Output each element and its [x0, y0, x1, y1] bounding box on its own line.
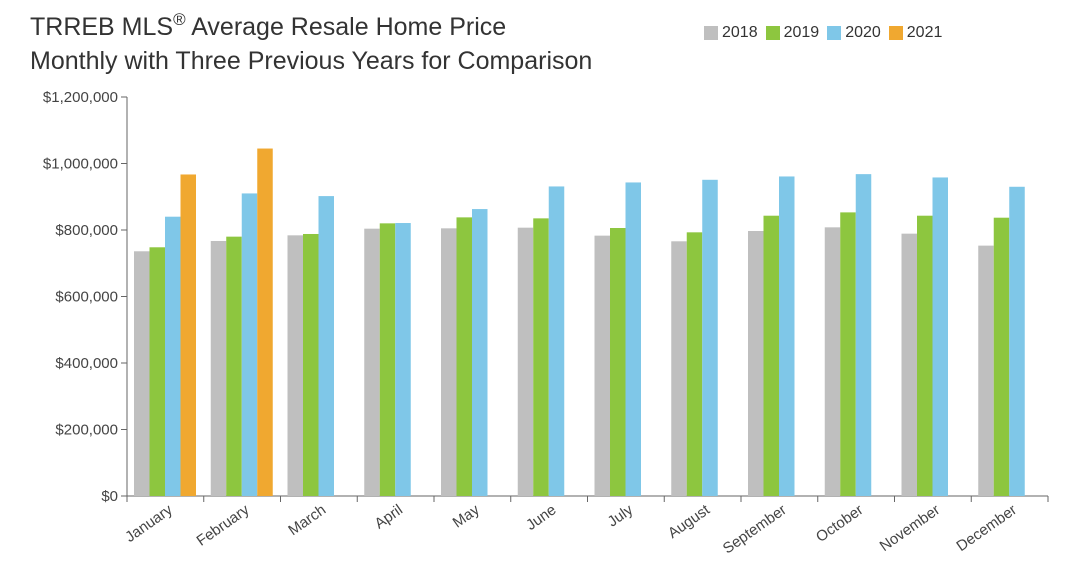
bar-2020-march: [318, 196, 334, 496]
bar-2021-january: [180, 174, 196, 496]
bar-2018-september: [748, 230, 764, 496]
bar-2020-november: [932, 177, 948, 496]
legend-swatch: [827, 26, 842, 40]
x-tick-label: January: [122, 501, 176, 546]
bar-2019-december: [993, 217, 1010, 496]
bar-2020-february: [241, 193, 258, 497]
chart-title: TRREB MLS® Average Resale Home Price Mon…: [30, 10, 592, 78]
bar-2020-january: [165, 216, 181, 496]
bar-2018-may: [441, 228, 457, 496]
bar-2019-november: [917, 215, 933, 496]
bar-2018-december: [978, 245, 994, 496]
bar-2018-january: [134, 251, 150, 496]
bar-2019-june: [533, 218, 549, 497]
bar-2021-february: [257, 148, 273, 496]
legend-label: 2020: [845, 24, 881, 41]
chart-legend: 2018 2019 2020 2021: [704, 24, 942, 42]
bar-2019-april: [379, 223, 396, 496]
legend-swatch: [765, 26, 780, 40]
legend-label: 2018: [722, 24, 758, 41]
bar-2018-july: [594, 235, 610, 496]
bar-2018-february: [210, 240, 227, 496]
legend-label: 2019: [783, 24, 820, 41]
x-tick-label: March: [285, 501, 329, 539]
bar-2018-march: [287, 235, 303, 496]
legend-item: 2019: [765, 24, 820, 42]
bar-2019-may: [456, 217, 472, 497]
bar-2020-december: [1009, 186, 1025, 496]
x-tick-label: April: [372, 501, 406, 532]
legend-label: 2021: [906, 24, 943, 41]
x-tick-label: May: [450, 501, 483, 531]
y-tick-label: $800,000: [55, 222, 118, 239]
title-rest: Average Resale Home Price: [185, 13, 507, 41]
bar-2020-april: [395, 223, 411, 496]
bar-2020-august: [702, 179, 718, 497]
bar-2020-september: [779, 176, 795, 496]
x-tick-label: September: [720, 501, 790, 557]
chart-subtitle: Monthly with Three Previous Years for Co…: [30, 47, 593, 75]
title-main: TRREB MLS: [30, 13, 174, 41]
bar-2020-october: [855, 174, 872, 496]
bar-2018-october: [824, 227, 841, 496]
legend-item: 2021: [888, 24, 943, 42]
x-tick-label: October: [813, 501, 866, 546]
x-tick-label: November: [877, 501, 943, 555]
y-tick-label: $1,200,000: [43, 89, 118, 106]
bar-2018-june: [517, 227, 534, 497]
bar-2019-february: [226, 236, 242, 496]
bar-2019-august: [686, 232, 703, 496]
bar-2019-october: [840, 212, 856, 496]
y-tick-label: $1,000,000: [43, 156, 118, 173]
bar-2019-september: [763, 215, 779, 496]
y-tick-label: $0: [101, 488, 118, 505]
x-tick-label: December: [953, 501, 1019, 555]
y-tick-label: $600,000: [55, 289, 118, 306]
bar-2018-april: [364, 228, 380, 497]
bar-2019-march: [303, 233, 319, 497]
y-tick-label: $200,000: [55, 422, 118, 439]
bar-2019-july: [610, 228, 626, 496]
legend-item: 2018: [704, 24, 758, 42]
x-tick-label: August: [665, 501, 714, 542]
legend-item: 2020: [827, 24, 881, 42]
bar-2020-june: [548, 186, 565, 496]
x-tick-label: July: [605, 501, 637, 531]
y-tick-label: $400,000: [55, 355, 118, 372]
bar-2020-may: [472, 209, 488, 497]
x-tick-label: February: [193, 501, 252, 550]
bar-2018-november: [901, 233, 917, 496]
bar-2018-august: [671, 241, 687, 496]
x-tick-label: June: [523, 501, 559, 534]
legend-swatch: [704, 26, 718, 40]
registered-mark: ®: [173, 10, 186, 29]
bar-2020-july: [625, 182, 641, 496]
bar-2019-january: [149, 247, 165, 496]
legend-swatch: [888, 26, 903, 40]
